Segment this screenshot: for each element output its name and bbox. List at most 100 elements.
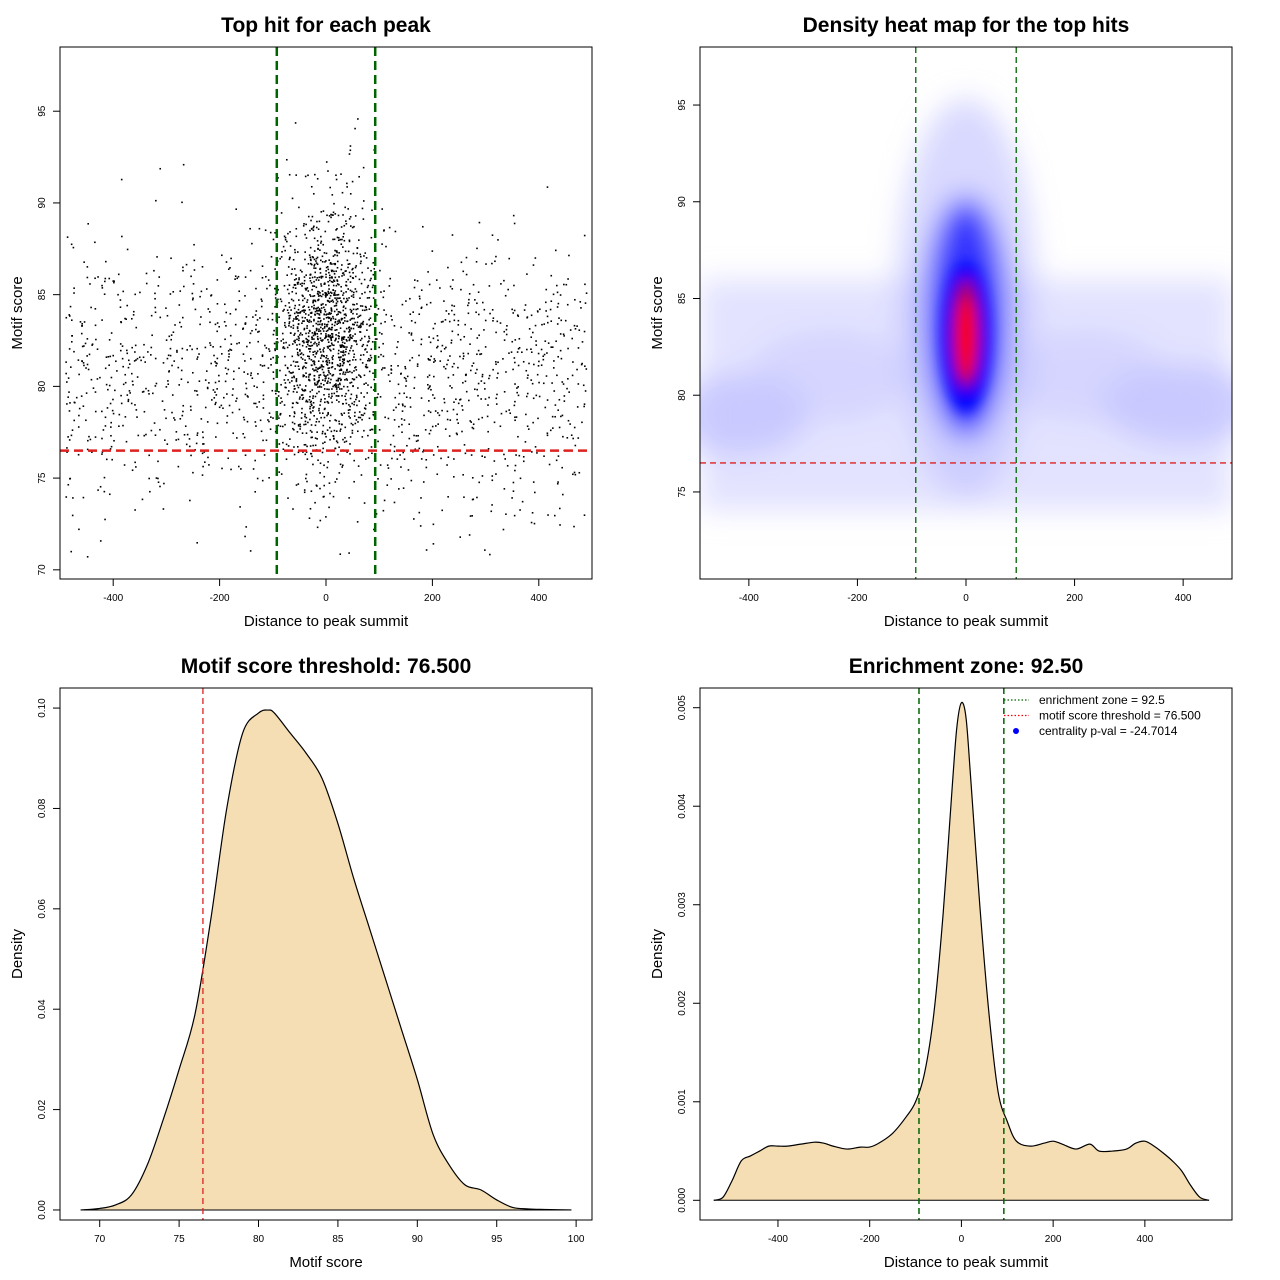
scatter-point [344,301,347,304]
scatter-point [305,400,307,403]
scatter-point [353,415,356,417]
scatter-point [326,382,328,384]
scatter-point [451,234,454,236]
scatter-point [227,359,230,361]
scatter-point [361,292,363,295]
scatter-point [112,280,115,282]
scatter-point [337,453,339,456]
scatter-point [225,325,227,327]
scatter-point [290,364,292,367]
scatter-point [513,514,516,517]
scatter-point [405,380,408,382]
scatter-point [319,323,321,326]
scatter-point [292,427,294,430]
scatter-point [244,535,246,538]
scatter-point [336,386,338,389]
scatter-point [129,392,131,394]
scatter-point [81,325,84,327]
scatter-point [453,458,455,460]
scatter-point [227,350,230,352]
scatter-point [484,388,486,390]
scatter-point [324,291,326,294]
scatter-point [124,317,126,320]
scatter-point [303,374,306,377]
scatter-point [192,471,194,474]
scatter-point [573,426,576,429]
scatter-point [107,388,109,391]
scatter-point [471,498,474,501]
scatter-point [97,489,99,491]
scatter-point [545,310,547,312]
scatter-point [584,283,586,286]
scatter-point [496,393,498,396]
scatter-point [108,339,111,341]
scatter-point [534,491,536,494]
scatter-point [393,501,396,504]
scatter-point [353,303,356,306]
chart-2-x-tick-label: 95 [491,1234,503,1245]
scatter-point [230,468,232,471]
scatter-point [143,434,146,437]
chart-0-plot-frame [59,46,593,580]
scatter-point [289,438,291,440]
scatter-point [354,422,357,425]
scatter-point [337,349,340,352]
scatter-point [297,425,300,427]
scatter-point [234,278,236,280]
scatter-point [291,380,293,382]
scatter-point [329,279,331,282]
scatter-point [341,360,344,363]
scatter-point [68,348,71,350]
scatter-point [547,342,550,344]
scatter-point [408,332,410,334]
scatter-point [377,308,380,310]
scatter-point [303,491,306,494]
legend-entry-label: centrality p-val = -24.7014 [1039,724,1178,738]
scatter-point [244,322,247,324]
scatter-point [221,353,223,355]
scatter-point [571,374,574,377]
scatter-point [324,398,326,400]
scatter-point [356,404,358,407]
scatter-point [332,255,335,257]
scatter-point [335,430,338,433]
scatter-point [204,406,207,409]
scatter-point [432,337,435,340]
scatter-point [186,433,189,436]
scatter-point [322,210,325,212]
scatter-point [512,368,514,371]
chart-0-y-tick-label: 70 [37,564,48,576]
scatter-point [345,300,348,303]
scatter-point [245,316,248,318]
scatter-point [363,412,366,415]
scatter-point [351,429,354,432]
scatter-point [215,394,218,396]
scatter-point [204,461,206,463]
scatter-point [304,453,307,456]
scatter-point [394,353,397,355]
scatter-point [178,384,181,386]
chart-0-y-tick-label: 85 [37,289,48,301]
scatter-point [496,377,498,379]
scatter-point [126,352,129,355]
chart-1-reference-lines [700,47,1232,579]
scatter-point [453,362,455,365]
scatter-point [293,375,295,378]
scatter-point [329,345,332,347]
scatter-point [196,394,199,396]
scatter-point [290,332,292,335]
scatter-point [357,316,359,319]
scatter-point [342,309,345,312]
scatter-point [371,452,373,455]
scatter-point [200,418,203,420]
scatter-point [476,388,478,391]
scatter-point [346,379,349,381]
scatter-point [214,381,217,384]
scatter-point [274,288,277,290]
scatter-point [261,355,264,357]
scatter-point [417,434,419,437]
scatter-point [126,248,129,251]
scatter-point [522,460,525,463]
scatter-point [309,390,312,393]
scatter-point [318,276,321,279]
